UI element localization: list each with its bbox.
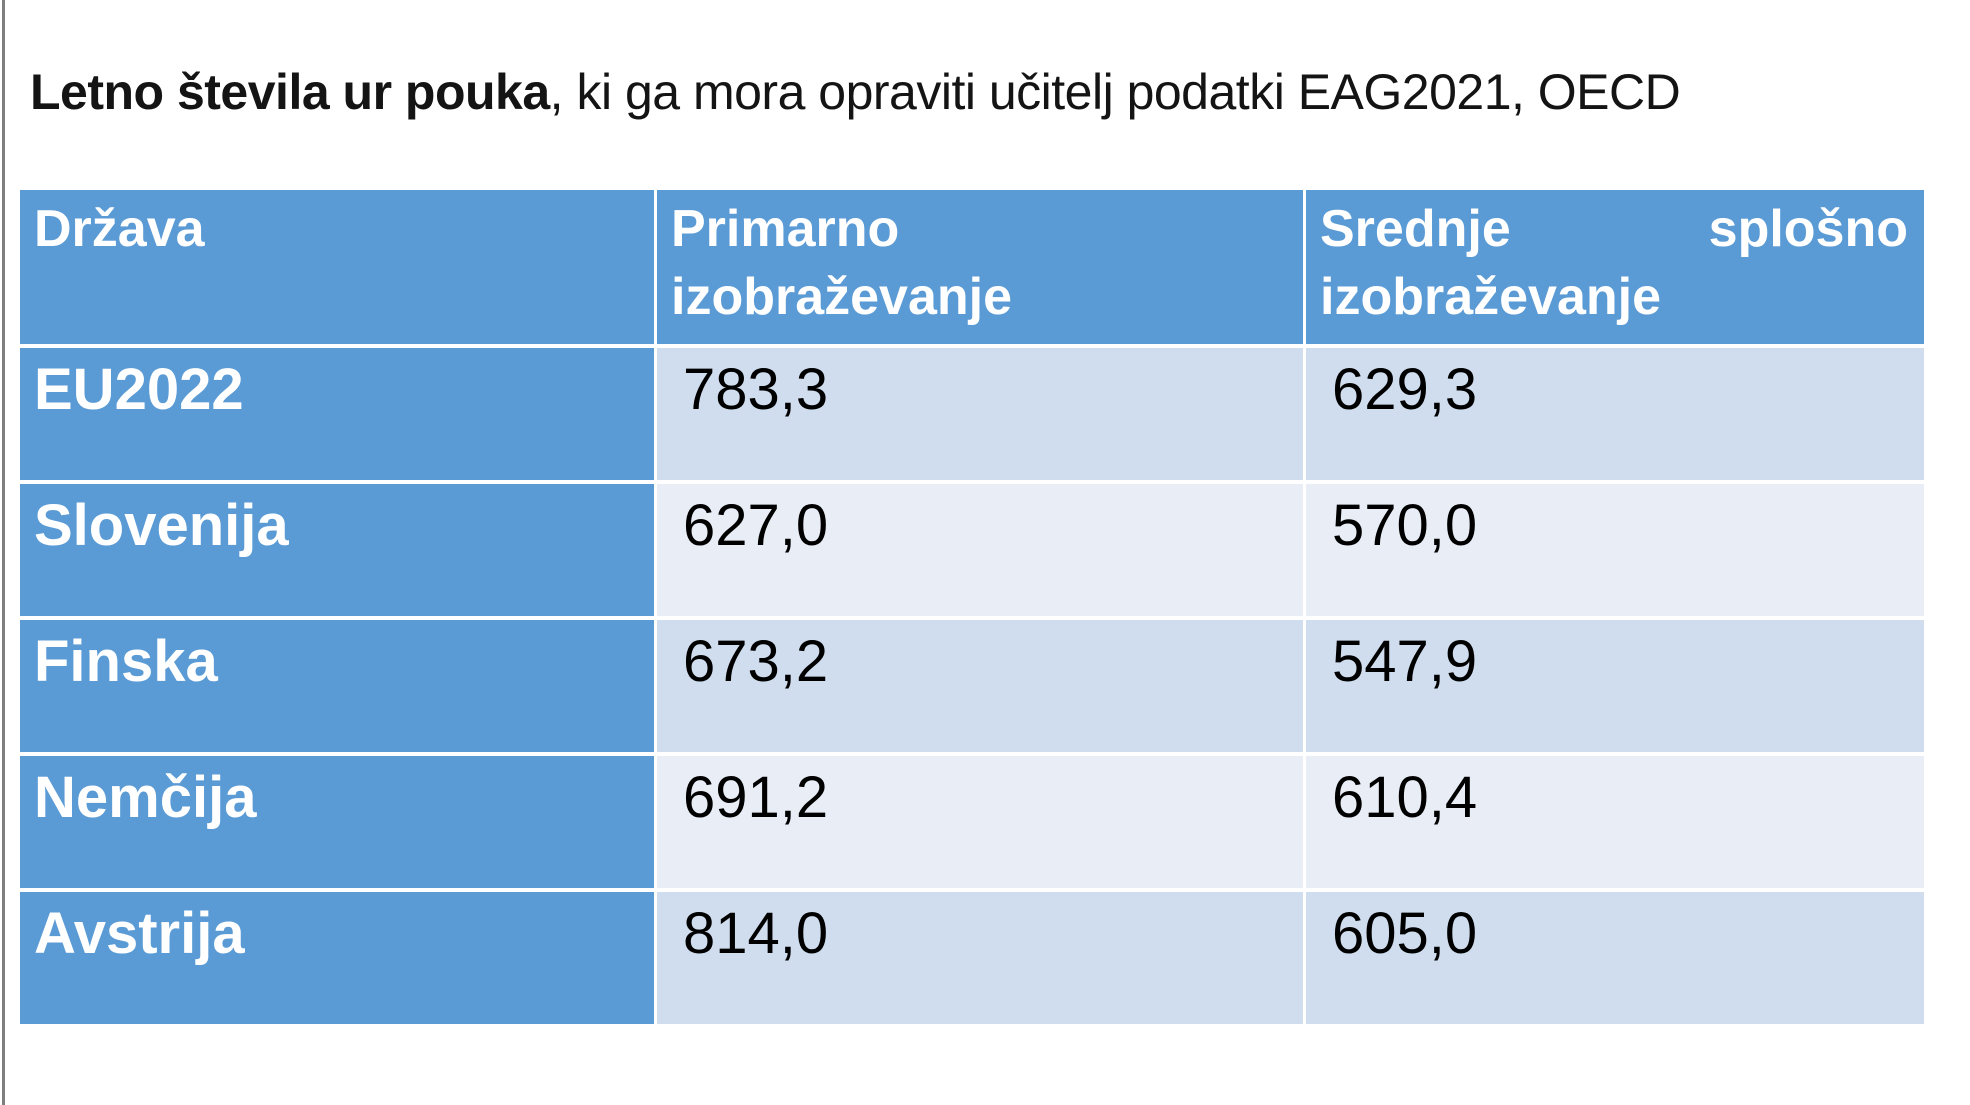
row-label: Finska (20, 620, 657, 756)
row-label: Slovenija (20, 484, 657, 620)
header-cell-secondary-education: Srednje splošno izobraževanje (1306, 190, 1927, 348)
cell-primary-value: 627,0 (657, 484, 1306, 620)
cell-primary-value: 673,2 (657, 620, 1306, 756)
table-row-avstrija: Avstrija 814,0 605,0 (20, 892, 1927, 1028)
page-title-rest: , ki ga mora opraviti učitelj podatki EA… (549, 64, 1681, 120)
header-label-secondary-education: Srednje splošno izobraževanje (1320, 200, 1908, 326)
header-cell-primary-education: Primarno izobraževanje (657, 190, 1306, 348)
row-label: EU2022 (20, 348, 657, 484)
header-label-primary-education: Primarno izobraževanje (671, 200, 1013, 326)
row-label: Nemčija (20, 756, 657, 892)
table-row-finska: Finska 673,2 547,9 (20, 620, 1927, 756)
cell-secondary-value: 610,4 (1306, 756, 1927, 892)
header-label-country: Država (34, 200, 205, 258)
cell-secondary-value: 570,0 (1306, 484, 1927, 620)
cell-secondary-value: 629,3 (1306, 348, 1927, 484)
cell-primary-value: 691,2 (657, 756, 1306, 892)
header-cell-country: Država (20, 190, 657, 348)
table-header-row: Država Primarno izobraževanje Srednje sp… (20, 190, 1927, 348)
left-edge-line (2, 0, 5, 1105)
table-row-eu2022: EU2022 783,3 629,3 (20, 348, 1927, 484)
page-title: Letno števila ur pouka, ki ga mora oprav… (30, 60, 1930, 125)
cell-secondary-value: 605,0 (1306, 892, 1927, 1028)
page-title-emphasis: Letno števila ur pouka (30, 64, 550, 120)
cell-secondary-value: 547,9 (1306, 620, 1927, 756)
table-row-nemcija: Nemčija 691,2 610,4 (20, 756, 1927, 892)
teaching-hours-table: Država Primarno izobraževanje Srednje sp… (20, 190, 1927, 1028)
table-row-slovenija: Slovenija 627,0 570,0 (20, 484, 1927, 620)
row-label: Avstrija (20, 892, 657, 1028)
cell-primary-value: 783,3 (657, 348, 1306, 484)
cell-primary-value: 814,0 (657, 892, 1306, 1028)
